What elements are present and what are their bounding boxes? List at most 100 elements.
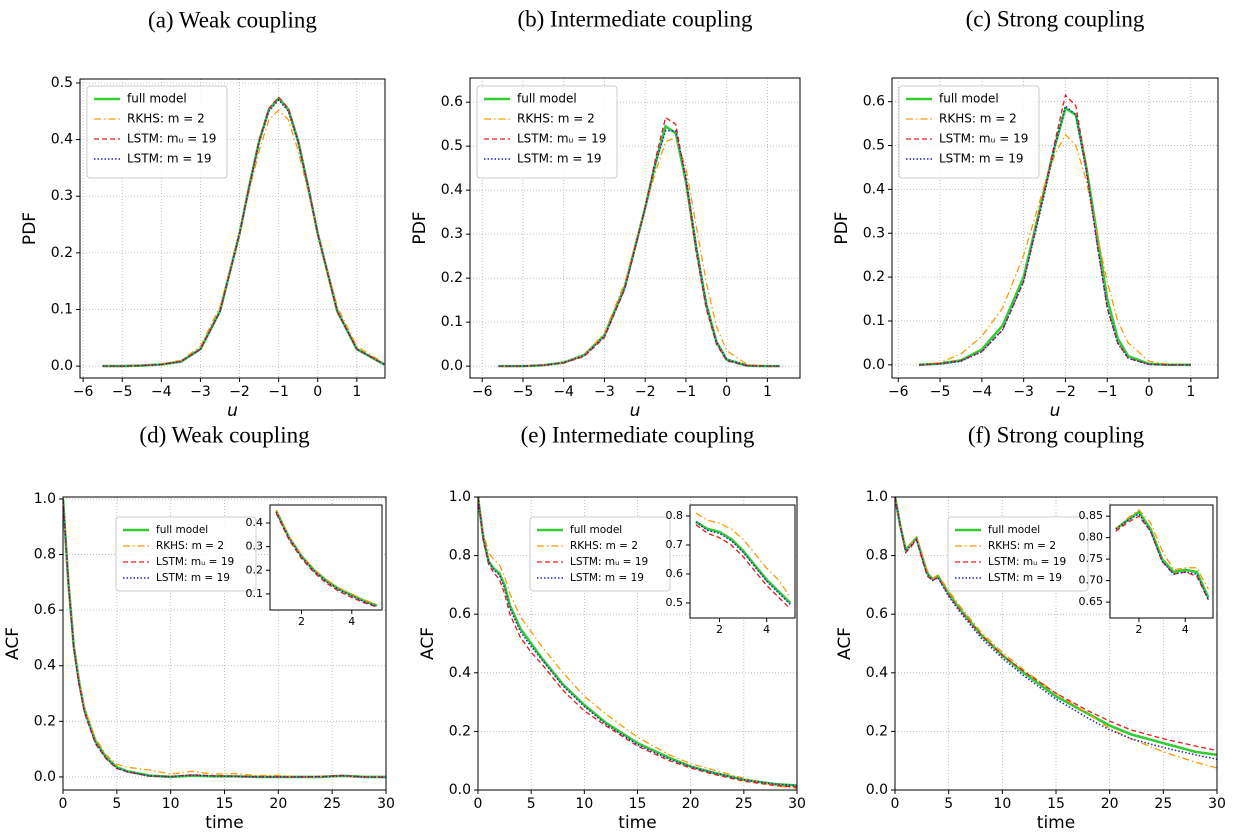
series-line xyxy=(275,509,378,606)
x-tick-label: 0 xyxy=(474,796,483,812)
y-tick-label: 0.6 xyxy=(666,567,684,580)
y-tick-label: 0.4 xyxy=(863,181,885,197)
x-axis-label: time xyxy=(618,813,656,833)
axes-frame xyxy=(62,496,387,791)
legend-label: LSTM: mᵤ = 19 xyxy=(517,132,606,146)
x-tick-label: 30 xyxy=(377,796,395,812)
legend-label: RKHS: m = 2 xyxy=(988,540,1056,552)
y-tick-label: 0.2 xyxy=(866,723,888,739)
x-axis-label: u xyxy=(1050,401,1061,421)
legend-label: full model xyxy=(156,524,208,536)
legend-label: RKHS: m = 2 xyxy=(570,540,638,552)
legend-label: full model xyxy=(570,524,622,536)
series-line xyxy=(895,497,1217,769)
x-tick-label: 2 xyxy=(1135,623,1142,636)
series-line xyxy=(695,524,791,610)
chart-title: (d) Weak coupling xyxy=(139,422,310,447)
inset: 2 4 0.1 0.2 0.3 0.4 xyxy=(246,504,383,628)
y-tick-label: 0.3 xyxy=(863,225,885,241)
x-tick-label: 20 xyxy=(682,796,700,812)
legend-label: LSTM: mᵤ = 19 xyxy=(988,556,1066,568)
y-tick-label: 0.6 xyxy=(866,606,888,622)
y-tick-label: 0.7 xyxy=(666,538,684,551)
chart-title: (b) Intermediate coupling xyxy=(517,6,753,31)
legend: full model RKHS: m = 2 LSTM: mᵤ = 19 LSTM: … xyxy=(947,516,1089,592)
x-tick-label: 5 xyxy=(527,796,536,812)
y-tick-label: 0.5 xyxy=(863,138,885,154)
series-line xyxy=(498,116,780,367)
y-tick-label: 0.3 xyxy=(246,540,264,553)
x-tick-label: 25 xyxy=(735,796,753,812)
x-tick-label: −5 xyxy=(930,384,951,400)
legend-label: LSTM: mᵤ = 19 xyxy=(939,132,1028,146)
y-tick-label: 0.1 xyxy=(246,587,264,600)
y-tick-label: 0.3 xyxy=(441,226,463,242)
chart-title: (a) Weak coupling xyxy=(148,7,317,32)
series-line xyxy=(695,512,791,598)
y-tick-label: 0.2 xyxy=(51,245,73,261)
series-line xyxy=(275,513,378,608)
x-axis-label: u xyxy=(630,401,641,421)
series-line xyxy=(478,497,797,787)
inset-background xyxy=(690,505,795,618)
legend-label: RKHS: m = 2 xyxy=(517,112,595,126)
axes-frame xyxy=(269,504,383,611)
inset: 2 4 0.65 0.70 0.75 0.80 0.85 xyxy=(1079,504,1214,636)
legend-label: LSTM: mᵤ = 19 xyxy=(570,556,648,568)
y-tick-label: 0.1 xyxy=(51,301,73,317)
y-tick-label: 0.4 xyxy=(441,182,463,198)
series-line xyxy=(1115,513,1210,601)
series-line xyxy=(102,98,385,367)
y-tick-label: 1.0 xyxy=(449,489,471,505)
y-axis-label: ACF xyxy=(418,627,438,660)
series-line xyxy=(498,130,780,367)
x-tick-label: 20 xyxy=(269,796,287,812)
x-tick-label: 15 xyxy=(1047,796,1065,812)
y-tick-label: 0.3 xyxy=(51,188,73,204)
x-tick-label: 0 xyxy=(59,796,68,812)
x-tick-label: −5 xyxy=(112,384,133,400)
legend-label: full model xyxy=(939,92,999,106)
y-tick-label: 0.4 xyxy=(866,665,888,681)
y-tick-label: 0.4 xyxy=(51,132,73,148)
legend: full model RKHS: m = 2 LSTM: mᵤ = 19 LSTM: … xyxy=(86,85,228,179)
legend-label: LSTM: m = 19 xyxy=(517,152,602,166)
y-tick-label: 0.0 xyxy=(449,782,471,798)
x-tick-label: 15 xyxy=(216,796,234,812)
series-line xyxy=(102,96,385,367)
axes-frame xyxy=(689,504,796,619)
y-tick-label: 0.1 xyxy=(441,314,463,330)
legend-label: RKHS: m = 2 xyxy=(939,112,1017,126)
legend: full model RKHS: m = 2 LSTM: mᵤ = 19 LSTM: … xyxy=(529,516,671,592)
y-tick-label: 1.0 xyxy=(34,491,56,507)
x-tick-label: 0 xyxy=(891,796,900,812)
x-axis-label: time xyxy=(205,813,243,833)
legend: full model RKHS: m = 2 LSTM: mᵤ = 19 LSTM: … xyxy=(898,85,1040,179)
chart-title: (e) Intermediate coupling xyxy=(521,422,755,447)
series-line xyxy=(695,521,791,605)
chart-title: (c) Strong coupling xyxy=(966,6,1145,31)
x-tick-label: −5 xyxy=(513,384,534,400)
y-tick-label: 0.0 xyxy=(863,357,885,373)
x-tick-label: 2 xyxy=(716,623,723,636)
x-tick-label: 10 xyxy=(575,796,593,812)
x-tick-label: −2 xyxy=(635,384,656,400)
y-tick-label: 0.6 xyxy=(449,606,471,622)
x-tick-label: −6 xyxy=(472,384,493,400)
x-tick-label: 1 xyxy=(763,384,772,400)
y-tick-label: 0.2 xyxy=(441,270,463,286)
legend-label: RKHS: m = 2 xyxy=(156,540,224,552)
chart-panel: (c) Strong coupling −6 −5 −4 −3 −2 −1 0 1 0.0 0.1 0… xyxy=(832,6,1219,421)
chart-panel: (d) Weak coupling 0 5 10 15 20 25 30 0.0 0.2 0.4 0.… xyxy=(3,422,395,833)
legend-box xyxy=(86,85,228,179)
legend-label: RKHS: m = 2 xyxy=(127,112,205,126)
x-tick-label: 10 xyxy=(993,796,1011,812)
legend: full model RKHS: m = 2 LSTM: mᵤ = 19 LSTM: … xyxy=(476,85,618,179)
series-line xyxy=(1115,510,1210,599)
series-line xyxy=(919,106,1191,367)
series-line xyxy=(919,104,1191,366)
y-tick-label: 0.5 xyxy=(666,596,684,609)
x-tick-label: −6 xyxy=(888,384,909,400)
x-tick-label: 30 xyxy=(788,796,806,812)
